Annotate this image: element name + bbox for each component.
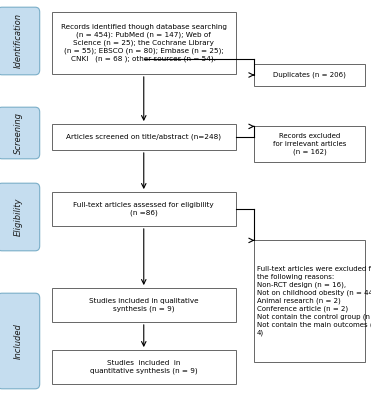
FancyBboxPatch shape xyxy=(254,240,365,362)
Text: Screening: Screening xyxy=(14,112,23,154)
Text: Full-text articles were excluded for
the following reasons:
Non-RCT design (n = : Full-text articles were excluded for the… xyxy=(257,266,371,336)
Text: Studies included in qualitative
synthesis (n = 9): Studies included in qualitative synthesi… xyxy=(89,298,198,312)
FancyBboxPatch shape xyxy=(254,64,365,86)
Text: Records identified though database searching
(n = 454): PubMed (n = 147); Web of: Records identified though database searc… xyxy=(61,24,227,62)
Text: Duplicates (n = 206): Duplicates (n = 206) xyxy=(273,72,346,78)
Text: Eligibility: Eligibility xyxy=(14,198,23,236)
Text: Studies  included  in
quantitative synthesis (n = 9): Studies included in quantitative synthes… xyxy=(90,360,198,374)
Text: Articles screened on title/abstract (n=248): Articles screened on title/abstract (n=2… xyxy=(66,134,221,140)
FancyBboxPatch shape xyxy=(0,107,40,159)
FancyBboxPatch shape xyxy=(52,12,236,74)
FancyBboxPatch shape xyxy=(52,288,236,322)
Text: Full-text articles assessed for eligibility
(n =86): Full-text articles assessed for eligibil… xyxy=(73,202,214,216)
FancyBboxPatch shape xyxy=(0,7,40,75)
FancyBboxPatch shape xyxy=(52,192,236,226)
Text: Identification: Identification xyxy=(14,14,23,68)
Text: Included: Included xyxy=(14,323,23,359)
FancyBboxPatch shape xyxy=(0,183,40,251)
FancyBboxPatch shape xyxy=(52,350,236,384)
FancyBboxPatch shape xyxy=(0,293,40,389)
Text: Records excluded
for irrelevant articles
(n = 162): Records excluded for irrelevant articles… xyxy=(273,133,347,155)
FancyBboxPatch shape xyxy=(254,126,365,162)
FancyBboxPatch shape xyxy=(52,124,236,150)
